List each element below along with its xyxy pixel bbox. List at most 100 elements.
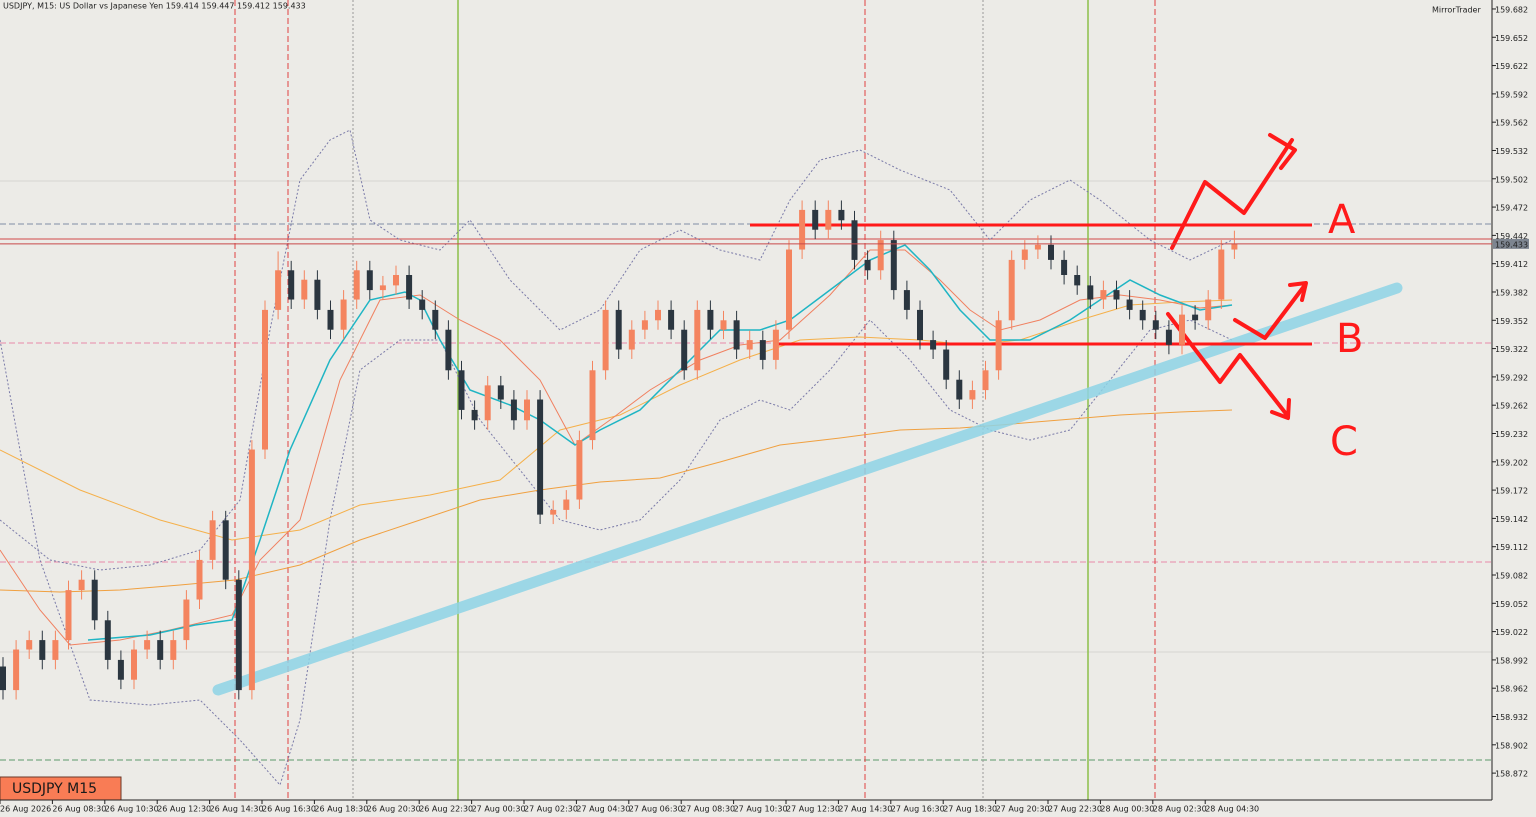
candle-body <box>1192 314 1199 321</box>
candle-body <box>615 309 622 350</box>
y-tick-label: 159.022 <box>1495 628 1528 637</box>
candle-body <box>497 385 504 400</box>
candle-body <box>275 270 282 310</box>
candle-body <box>720 320 727 330</box>
x-tick-label: 26 Aug 12:30 <box>157 805 211 814</box>
candle-body <box>458 370 465 410</box>
y-tick-label: 159.532 <box>1495 147 1528 156</box>
candle-body <box>563 499 570 510</box>
candle-body <box>799 209 806 250</box>
x-tick-label: 26 Aug 22:30 <box>419 805 473 814</box>
arrow-c <box>1166 312 1289 417</box>
candle-body <box>589 370 596 441</box>
candle-body <box>262 309 268 450</box>
candle-body <box>1231 243 1238 250</box>
candle-body <box>655 309 661 321</box>
x-tick-label: 27 Aug 10:30 <box>734 805 788 814</box>
price-label: 159.433 <box>1495 240 1528 249</box>
candle-body <box>681 329 688 371</box>
y-tick-label: 159.652 <box>1495 34 1528 43</box>
candle-body <box>877 240 884 271</box>
y-tick-label: 159.322 <box>1495 345 1528 354</box>
x-tick-label: 26 Aug 2026 <box>0 805 51 814</box>
y-tick-label: 159.412 <box>1495 260 1528 269</box>
candle-body <box>327 309 334 330</box>
candle-body <box>694 309 701 371</box>
candle-body <box>628 329 635 350</box>
candle-body <box>314 279 321 310</box>
bollinger-band <box>0 129 1233 571</box>
candle-body <box>353 270 360 300</box>
y-tick-label: 159.232 <box>1495 430 1528 439</box>
x-tick-label: 27 Aug 04:30 <box>576 805 630 814</box>
x-tick-label: 27 Aug 16:30 <box>891 805 945 814</box>
candle-body <box>1126 299 1133 310</box>
candle-body <box>838 209 845 221</box>
x-tick-label: 27 Aug 12:30 <box>786 805 840 814</box>
x-tick-label: 27 Aug 22:30 <box>1048 805 1102 814</box>
candle-body <box>78 579 85 591</box>
candle-body <box>733 320 740 350</box>
candle-body <box>1165 329 1172 345</box>
y-tick-label: 159.142 <box>1495 515 1528 524</box>
y-tick-label: 159.622 <box>1495 62 1528 71</box>
candle-body <box>196 559 203 600</box>
candle-body <box>930 340 937 350</box>
candle-body <box>510 399 517 421</box>
candle-body <box>1139 309 1146 321</box>
y-tick-label: 159.352 <box>1495 317 1528 326</box>
y-tick-label: 159.682 <box>1495 5 1528 14</box>
candle-body <box>746 340 753 350</box>
arrow-head <box>1268 133 1297 170</box>
x-tick-label: 28 Aug 00:30 <box>1100 805 1154 814</box>
candle-body <box>707 309 714 330</box>
x-tick-label: 28 Aug 02:30 <box>1153 805 1207 814</box>
x-tick-label: 26 Aug 16:30 <box>262 805 316 814</box>
candle-body <box>1205 299 1212 321</box>
candle-body <box>419 299 426 310</box>
candle-body <box>890 240 897 291</box>
candle-body <box>786 249 792 330</box>
candle-body <box>772 329 779 360</box>
badge: USDJPY M15 <box>12 781 97 797</box>
candle-body <box>366 270 373 291</box>
y-tick-label: 159.172 <box>1495 487 1528 496</box>
annotation: B <box>1336 316 1363 362</box>
y-tick-label: 159.472 <box>1495 204 1528 213</box>
candle-body <box>65 590 72 641</box>
candle-body <box>1008 259 1015 321</box>
y-tick-label: 158.932 <box>1495 713 1528 722</box>
candle-body <box>864 259 871 271</box>
y-tick-label: 159.592 <box>1495 90 1528 99</box>
candle-body <box>26 640 33 650</box>
candle-body <box>406 275 413 300</box>
chart-drawings <box>0 0 1492 800</box>
x-tick-label: 27 Aug 20:30 <box>996 805 1050 814</box>
candle-body <box>602 309 609 371</box>
y-tick-label: 158.872 <box>1495 770 1528 779</box>
y-tick-label: 159.382 <box>1495 288 1528 297</box>
candle-body <box>576 440 583 500</box>
y-tick-label: 159.082 <box>1495 572 1528 581</box>
x-tick-label: 26 Aug 10:30 <box>105 805 159 814</box>
candle-body <box>235 579 242 691</box>
x-tick-label: 27 Aug 08:30 <box>681 805 735 814</box>
candle-body <box>982 370 989 391</box>
candle-body <box>537 399 544 515</box>
candle-body <box>1021 249 1028 260</box>
x-tick-label: 26 Aug 14:30 <box>210 805 264 814</box>
candle-body <box>1048 244 1054 260</box>
candle-body <box>1113 290 1120 300</box>
x-tick-label: 27 Aug 06:30 <box>629 805 683 814</box>
x-tick-label: 26 Aug 20:30 <box>367 805 421 814</box>
x-tick-label: 27 Aug 00:30 <box>472 805 526 814</box>
y-tick-label: 158.962 <box>1495 685 1528 694</box>
candle-body <box>222 520 229 580</box>
moving-average <box>87 244 1233 641</box>
candle-body <box>1218 249 1225 300</box>
candle-body <box>903 290 910 310</box>
candle-body <box>144 640 151 650</box>
candle-body <box>52 640 59 660</box>
y-tick-label: 159.292 <box>1495 373 1528 382</box>
